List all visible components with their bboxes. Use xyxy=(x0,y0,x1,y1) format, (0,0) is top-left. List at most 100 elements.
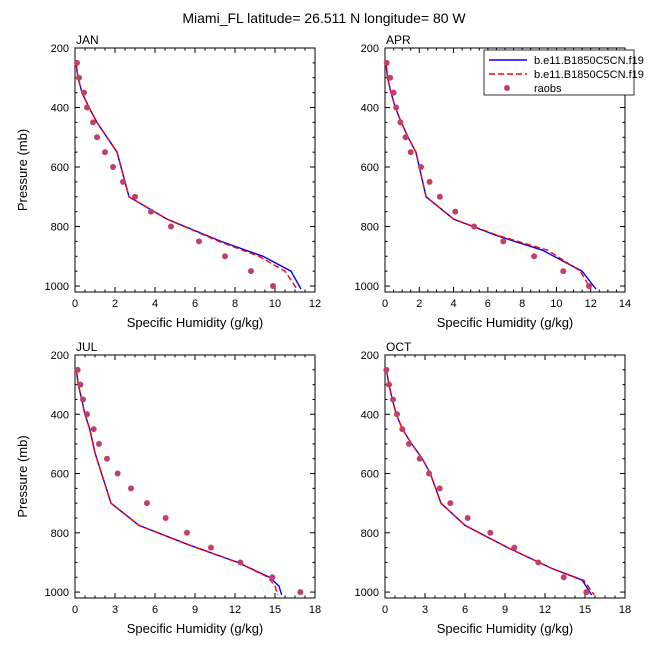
model-dashed-line xyxy=(385,62,592,290)
raobs-point xyxy=(74,59,80,66)
raobs-point xyxy=(406,440,412,447)
x-tick-label: 3 xyxy=(112,604,118,616)
y-tick-label: 800 xyxy=(361,528,379,540)
model-dashed-line xyxy=(75,62,298,290)
model-solid-line xyxy=(75,369,283,596)
raobs-point xyxy=(399,426,406,433)
raobs-point xyxy=(248,268,254,275)
x-tick-label: 9 xyxy=(502,604,508,616)
raobs-point xyxy=(535,559,542,566)
raobs-point xyxy=(144,500,150,507)
y-tick-label: 1000 xyxy=(355,281,379,293)
y-tick-label: 400 xyxy=(361,409,379,421)
model-dashed-line xyxy=(75,369,279,596)
y-tick-label: 600 xyxy=(51,469,69,481)
x-tick-label: 0 xyxy=(72,298,78,310)
raobs-point xyxy=(511,544,518,551)
figure-title: Miami_FL latitude= 26.511 N longitude= 8… xyxy=(182,10,466,26)
raobs-point xyxy=(222,253,228,260)
raobs-point xyxy=(120,178,126,185)
x-tick-label: 2 xyxy=(416,298,422,310)
x-tick-label: 0 xyxy=(382,298,388,310)
raobs-point xyxy=(383,59,390,66)
legend-label: b.e11.B1850C5CN.f19 xyxy=(534,69,644,81)
raobs-point xyxy=(77,381,84,388)
x-tick-label: 2 xyxy=(112,298,118,310)
raobs-point xyxy=(418,164,424,171)
raobs-point xyxy=(94,134,100,141)
raobs-point xyxy=(487,529,494,536)
x-tick-label: 9 xyxy=(192,604,198,616)
x-tick-label: 0 xyxy=(72,604,78,616)
raobs-point xyxy=(436,193,443,200)
raobs-point xyxy=(132,193,138,200)
x-tick-label: 6 xyxy=(485,298,491,310)
raobs-point xyxy=(74,366,81,373)
legend-label: b.e11.B1850C5CN.f19 xyxy=(534,55,644,67)
y-tick-label: 200 xyxy=(361,43,379,55)
raobs-point xyxy=(208,544,214,551)
raobs-point xyxy=(397,119,404,126)
raobs-point xyxy=(416,455,423,462)
raobs-point xyxy=(464,514,471,521)
panel-title: JAN xyxy=(76,33,99,47)
x-tick-label: 12 xyxy=(229,604,241,616)
raobs-point xyxy=(500,238,507,245)
plot-frame xyxy=(74,47,316,293)
raobs-point xyxy=(447,500,454,507)
raobs-point xyxy=(531,253,538,260)
x-tick-label: 14 xyxy=(619,298,631,310)
y-tick-label: 600 xyxy=(361,162,379,174)
raobs-point xyxy=(436,485,443,492)
raobs-point xyxy=(560,268,567,275)
raobs-point xyxy=(128,485,134,492)
raobs-point xyxy=(426,178,433,185)
raobs-point xyxy=(583,589,590,596)
raobs-point xyxy=(387,74,394,81)
y-tick-label: 800 xyxy=(51,528,69,540)
y-tick-label: 800 xyxy=(361,222,379,234)
raobs-point xyxy=(196,238,202,245)
raobs-point xyxy=(76,74,82,81)
x-tick-label: 12 xyxy=(539,604,551,616)
raobs-point xyxy=(393,104,400,111)
raobs-point xyxy=(90,426,97,433)
raobs-point xyxy=(270,283,276,290)
raobs-point xyxy=(452,208,459,215)
x-tick-label: 0 xyxy=(382,604,388,616)
y-tick-label: 200 xyxy=(361,350,379,362)
raobs-point xyxy=(394,411,400,418)
model-solid-line xyxy=(385,369,593,596)
raobs-point xyxy=(471,223,478,230)
raobs-point xyxy=(102,149,108,156)
legend-dot xyxy=(504,85,510,91)
raobs-point xyxy=(114,470,121,477)
raobs-point xyxy=(90,119,96,126)
x-tick-label: 15 xyxy=(579,604,591,616)
y-tick-label: 200 xyxy=(51,350,69,362)
y-tick-label: 400 xyxy=(361,103,379,115)
x-tick-label: 4 xyxy=(152,298,158,310)
y-axis-label: Pressure (mb) xyxy=(15,129,30,211)
x-tick-label: 12 xyxy=(585,298,597,310)
raobs-point xyxy=(390,89,397,96)
raobs-point xyxy=(110,164,116,171)
raobs-point xyxy=(426,470,432,477)
y-axis-label: Pressure (mb) xyxy=(15,435,30,517)
x-tick-label: 10 xyxy=(269,298,281,310)
legend-label: raobs xyxy=(534,83,562,95)
x-tick-label: 6 xyxy=(152,604,158,616)
x-tick-label: 6 xyxy=(192,298,198,310)
raobs-point xyxy=(383,366,390,373)
raobs-point xyxy=(237,559,244,566)
raobs-point xyxy=(104,455,110,462)
plot-frame xyxy=(384,354,626,599)
x-axis-label: Specific Humidity (g/kg) xyxy=(437,621,574,636)
raobs-point xyxy=(81,89,87,96)
x-axis-label: Specific Humidity (g/kg) xyxy=(437,315,574,330)
y-tick-label: 1000 xyxy=(45,281,69,293)
y-tick-label: 1000 xyxy=(45,587,69,599)
x-axis-label: Specific Humidity (g/kg) xyxy=(127,315,264,330)
